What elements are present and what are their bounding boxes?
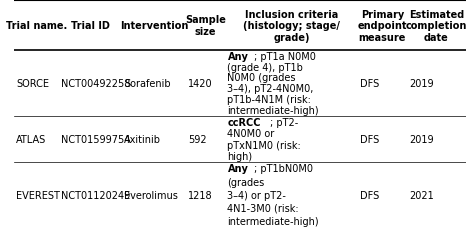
Text: Trial name.: Trial name. — [6, 21, 67, 31]
Text: 4N1-3M0 (risk:: 4N1-3M0 (risk: — [228, 203, 299, 213]
Text: (grade 4), pT1b: (grade 4), pT1b — [228, 62, 303, 72]
Text: Everolimus: Everolimus — [124, 190, 178, 200]
Text: Estimated
completion
date: Estimated completion date — [406, 10, 467, 43]
Text: EVEREST: EVEREST — [16, 190, 60, 200]
Text: 592: 592 — [188, 134, 207, 144]
Text: pT1b-4N1M (risk:: pT1b-4N1M (risk: — [228, 95, 311, 105]
Text: NCT01120249: NCT01120249 — [61, 190, 130, 200]
Text: 2019: 2019 — [409, 79, 434, 89]
Text: 2021: 2021 — [409, 190, 434, 200]
Text: (grades: (grades — [228, 177, 265, 187]
Text: NCT00492258: NCT00492258 — [61, 79, 130, 89]
Text: Primary
endpoint
measure: Primary endpoint measure — [358, 10, 407, 43]
Text: 3–4) or pT2-: 3–4) or pT2- — [228, 190, 286, 200]
Text: 4N0M0 or: 4N0M0 or — [228, 128, 275, 139]
Text: ccRCC: ccRCC — [228, 117, 261, 127]
Text: 1218: 1218 — [188, 190, 213, 200]
Text: DFS: DFS — [360, 79, 379, 89]
Text: SORCE: SORCE — [16, 79, 49, 89]
Text: NCT01599754: NCT01599754 — [61, 134, 130, 144]
Text: ; pT1a N0M0: ; pT1a N0M0 — [254, 51, 316, 61]
Text: DFS: DFS — [360, 134, 379, 144]
Text: intermediate-high): intermediate-high) — [228, 216, 319, 226]
Text: ; pT2-: ; pT2- — [270, 117, 298, 127]
Text: pTxN1M0 (risk:: pTxN1M0 (risk: — [228, 140, 301, 150]
Text: Trial ID: Trial ID — [71, 21, 109, 31]
Text: Intervention: Intervention — [120, 21, 188, 31]
Text: Axitinib: Axitinib — [124, 134, 161, 144]
Text: DFS: DFS — [360, 190, 379, 200]
Text: ; pT1bN0M0: ; pT1bN0M0 — [254, 164, 313, 174]
Text: 2019: 2019 — [409, 134, 434, 144]
Text: 1420: 1420 — [188, 79, 213, 89]
Text: ATLAS: ATLAS — [16, 134, 46, 144]
Text: high): high) — [228, 151, 253, 161]
Text: Any: Any — [228, 51, 248, 61]
Text: N0M0 (grades: N0M0 (grades — [228, 73, 296, 83]
Text: Any: Any — [228, 164, 248, 174]
Text: Sample
size: Sample size — [185, 15, 226, 37]
Text: Inclusion criteria
(histology; stage/
grade): Inclusion criteria (histology; stage/ gr… — [243, 10, 340, 43]
Text: Sorafenib: Sorafenib — [124, 79, 171, 89]
Text: intermediate-high): intermediate-high) — [228, 106, 319, 116]
Text: 3–4), pT2-4N0M0,: 3–4), pT2-4N0M0, — [228, 84, 314, 94]
